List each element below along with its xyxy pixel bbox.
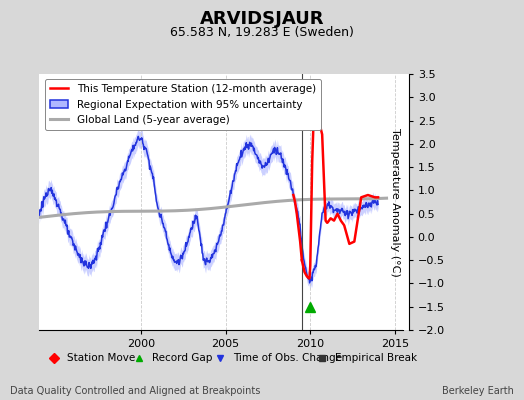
Text: ARVIDSJAUR: ARVIDSJAUR	[200, 10, 324, 28]
Text: Empirical Break: Empirical Break	[335, 353, 417, 363]
Y-axis label: Temperature Anomaly (°C): Temperature Anomaly (°C)	[389, 128, 400, 276]
Text: Berkeley Earth: Berkeley Earth	[442, 386, 514, 396]
Text: 65.583 N, 19.283 E (Sweden): 65.583 N, 19.283 E (Sweden)	[170, 26, 354, 39]
Text: Time of Obs. Change: Time of Obs. Change	[233, 353, 342, 363]
Legend: This Temperature Station (12-month average), Regional Expectation with 95% uncer: This Temperature Station (12-month avera…	[45, 79, 321, 130]
Text: Data Quality Controlled and Aligned at Breakpoints: Data Quality Controlled and Aligned at B…	[10, 386, 261, 396]
Text: Station Move: Station Move	[67, 353, 135, 363]
Text: Record Gap: Record Gap	[152, 353, 212, 363]
